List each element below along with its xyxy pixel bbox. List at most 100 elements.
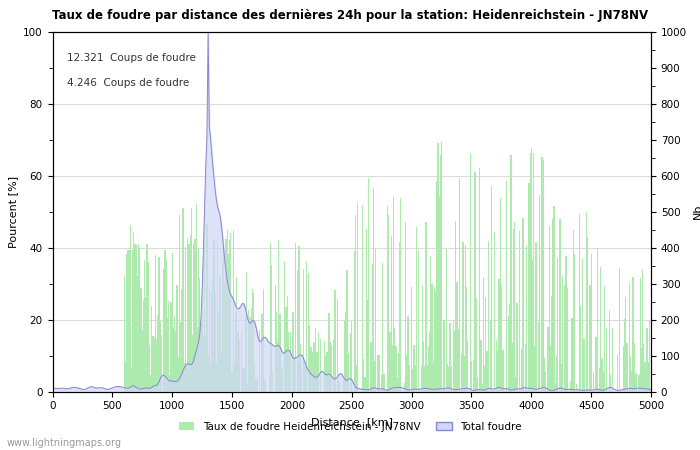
Bar: [431, 284, 433, 392]
Bar: [308, 273, 309, 392]
Bar: [473, 360, 475, 392]
Bar: [127, 250, 129, 392]
Bar: [337, 299, 338, 392]
Bar: [461, 353, 463, 392]
Bar: [156, 339, 158, 392]
Bar: [293, 312, 294, 392]
Bar: [446, 249, 447, 392]
Bar: [496, 340, 497, 392]
Bar: [549, 226, 550, 392]
Bar: [579, 214, 580, 392]
Bar: [510, 155, 512, 392]
Bar: [500, 285, 502, 392]
Bar: [236, 277, 237, 392]
Bar: [412, 369, 414, 392]
Bar: [573, 230, 574, 392]
Bar: [374, 361, 375, 392]
X-axis label: Distance  [km]: Distance [km]: [311, 417, 393, 427]
Bar: [648, 362, 649, 392]
Bar: [610, 375, 611, 392]
Bar: [440, 155, 441, 392]
Bar: [354, 252, 355, 392]
Bar: [379, 356, 380, 392]
Bar: [131, 368, 132, 392]
Bar: [312, 351, 313, 392]
Bar: [397, 378, 398, 392]
Bar: [494, 232, 495, 392]
Bar: [486, 351, 488, 392]
Bar: [199, 278, 200, 392]
Bar: [522, 218, 524, 392]
Bar: [435, 292, 436, 392]
Bar: [608, 310, 610, 392]
Bar: [294, 357, 295, 392]
Bar: [212, 279, 214, 392]
Bar: [497, 351, 498, 392]
Bar: [480, 340, 482, 392]
Bar: [220, 353, 222, 392]
Bar: [612, 328, 613, 392]
Bar: [168, 301, 169, 392]
Bar: [355, 216, 356, 392]
Bar: [455, 221, 456, 392]
Bar: [582, 259, 583, 392]
Bar: [207, 356, 209, 392]
Bar: [164, 250, 166, 392]
Bar: [365, 229, 367, 392]
Bar: [301, 369, 302, 392]
Bar: [309, 325, 311, 392]
Bar: [515, 377, 517, 392]
Bar: [583, 338, 584, 392]
Bar: [346, 270, 348, 392]
Bar: [151, 306, 153, 392]
Bar: [414, 364, 416, 392]
Bar: [400, 198, 401, 392]
Bar: [330, 342, 331, 392]
Bar: [173, 328, 174, 392]
Bar: [488, 241, 489, 392]
Bar: [632, 277, 634, 392]
Bar: [363, 359, 364, 392]
Bar: [576, 384, 578, 392]
Bar: [253, 292, 254, 392]
Bar: [372, 188, 374, 392]
Bar: [434, 287, 435, 392]
Bar: [138, 244, 139, 392]
Bar: [174, 316, 175, 392]
Bar: [143, 300, 144, 392]
Bar: [198, 249, 199, 392]
Bar: [596, 249, 598, 392]
Bar: [362, 205, 363, 392]
Bar: [626, 343, 628, 392]
Bar: [259, 330, 260, 392]
Bar: [406, 356, 407, 392]
Bar: [429, 333, 430, 392]
Bar: [557, 258, 558, 392]
Bar: [629, 283, 630, 392]
Bar: [357, 203, 358, 392]
Bar: [188, 244, 190, 392]
Bar: [599, 368, 600, 392]
Bar: [463, 356, 465, 392]
Bar: [556, 356, 557, 392]
Bar: [381, 374, 382, 392]
Bar: [133, 232, 134, 392]
Bar: [175, 331, 176, 392]
Bar: [276, 311, 277, 392]
Bar: [214, 240, 215, 392]
Bar: [161, 335, 162, 392]
Bar: [295, 243, 296, 392]
Bar: [483, 277, 484, 392]
Bar: [542, 160, 544, 392]
Bar: [178, 215, 180, 392]
Bar: [139, 248, 141, 392]
Bar: [441, 142, 442, 392]
Bar: [144, 260, 146, 392]
Bar: [217, 243, 218, 392]
Bar: [542, 157, 543, 392]
Bar: [449, 323, 451, 392]
Bar: [606, 328, 608, 392]
Bar: [149, 345, 150, 392]
Bar: [533, 153, 534, 392]
Bar: [234, 364, 235, 392]
